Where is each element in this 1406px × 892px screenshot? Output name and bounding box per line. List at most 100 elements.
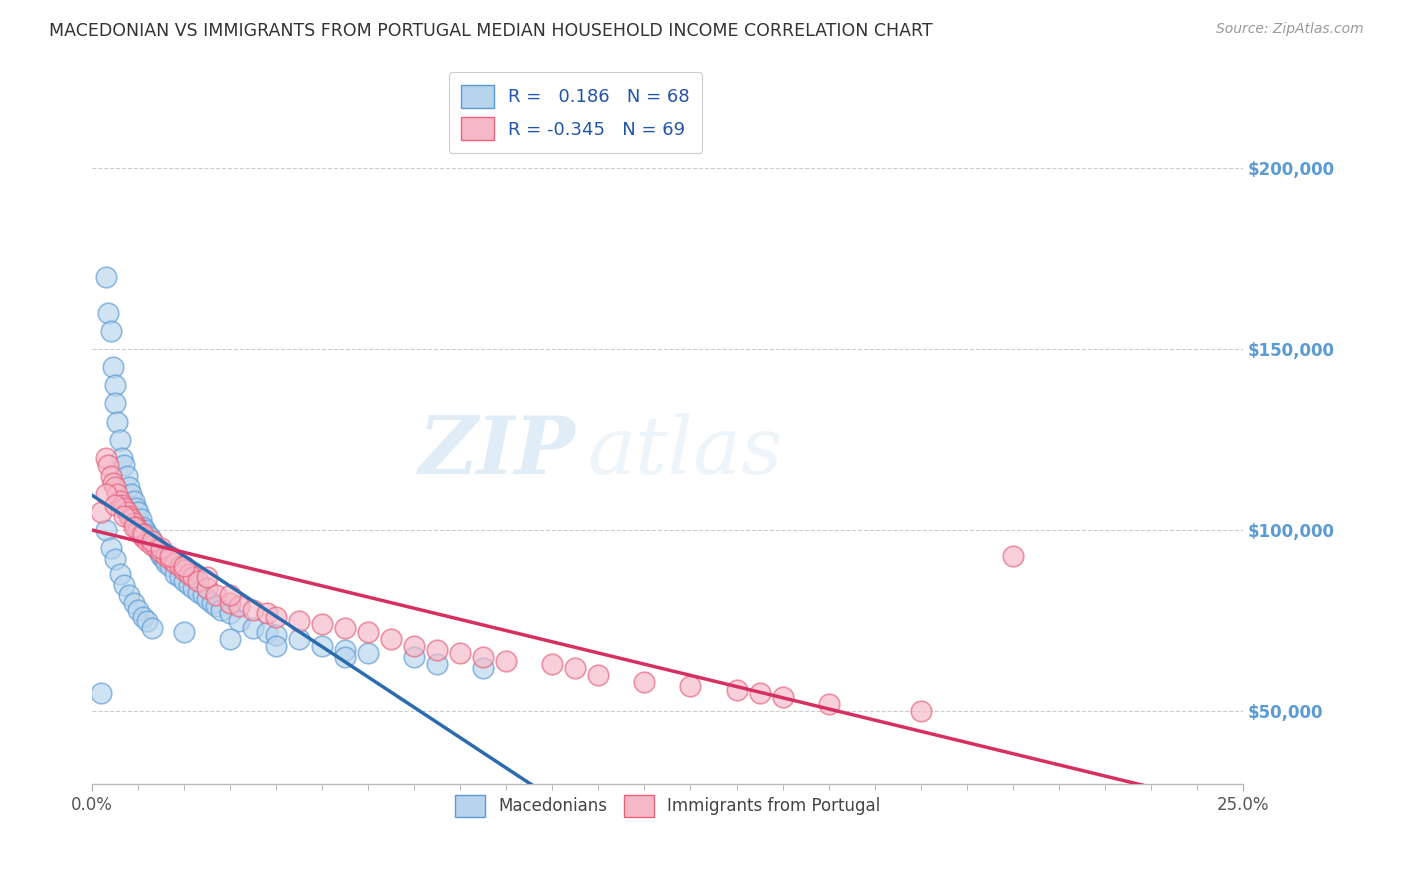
Point [94,269,117,284]
Point [125,519,148,533]
Point [104,378,127,392]
Point [195,592,218,607]
Point [90,505,112,519]
Point [90,686,112,700]
Point [127,523,149,537]
Point [94,523,117,537]
Point [679,679,702,693]
Point [136,534,159,549]
Point [910,704,932,718]
Point [219,588,242,602]
Point [335,621,357,635]
Point [772,690,794,704]
Point [94,487,117,501]
Point [132,519,155,533]
Point [159,559,181,574]
Point [152,552,174,566]
Point [357,646,380,660]
Point [219,607,242,621]
Point [118,508,141,523]
Point [173,559,195,574]
Point [107,487,129,501]
Point [97,306,120,320]
Point [108,433,131,447]
Point [129,512,152,526]
Point [335,642,357,657]
Point [141,538,163,552]
Point [311,639,333,653]
Point [169,570,191,584]
Point [1001,549,1024,563]
Point [541,657,564,672]
Point [159,552,181,566]
Point [195,570,218,584]
Point [209,603,232,617]
Point [101,476,124,491]
Point [127,603,149,617]
Point [112,458,135,472]
Point [633,675,655,690]
Point [472,661,495,675]
Point [120,487,142,501]
Point [288,614,311,628]
Point [183,581,205,595]
Point [817,697,839,711]
Text: MACEDONIAN VS IMMIGRANTS FROM PORTUGAL MEDIAN HOUSEHOLD INCOME CORRELATION CHART: MACEDONIAN VS IMMIGRANTS FROM PORTUGAL M… [49,22,932,40]
Point [145,541,167,556]
Point [136,526,159,541]
Point [141,534,163,549]
Point [191,588,214,602]
Point [177,577,200,591]
Point [311,617,333,632]
Point [242,603,264,617]
Point [187,584,209,599]
Point [187,574,209,588]
Point [122,596,145,610]
Point [472,650,495,665]
Point [205,599,228,614]
Point [112,501,135,516]
Point [141,534,163,549]
Point [127,505,149,519]
Point [357,624,380,639]
Point [125,501,148,516]
Point [564,661,586,675]
Point [155,556,177,570]
Point [256,624,278,639]
Point [132,531,155,545]
Point [122,519,145,533]
Point [404,639,426,653]
Point [150,541,173,556]
Point [163,556,186,570]
Point [195,581,218,595]
Point [748,686,770,700]
Point [122,516,145,530]
Point [426,642,449,657]
Point [201,596,224,610]
Point [205,588,228,602]
Point [177,566,200,581]
Point [150,549,173,563]
Point [132,526,155,541]
Point [141,621,163,635]
Text: atlas: atlas [586,413,782,491]
Point [449,646,471,660]
Point [426,657,449,672]
Point [115,505,138,519]
Point [264,639,287,653]
Point [588,668,610,682]
Point [104,498,127,512]
Point [108,494,131,508]
Point [155,549,177,563]
Point [159,549,181,563]
Point [242,621,264,635]
Point [288,632,311,646]
Point [145,541,167,556]
Point [112,577,135,591]
Point [725,682,748,697]
Point [97,458,120,472]
Point [111,498,134,512]
Point [115,468,138,483]
Point [100,324,122,338]
Point [104,396,127,410]
